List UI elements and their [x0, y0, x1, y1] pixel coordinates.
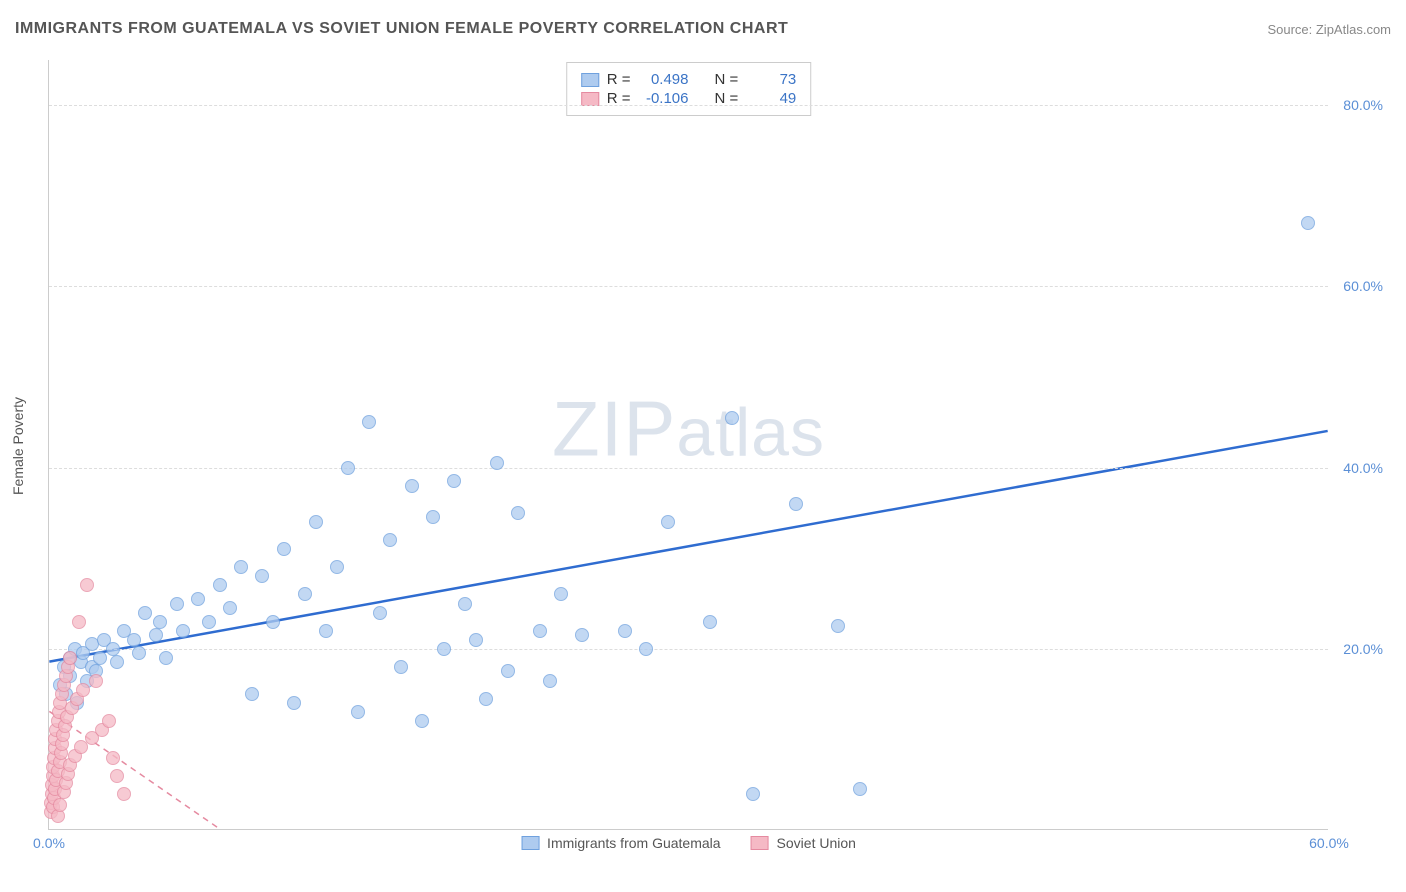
data-point — [447, 474, 461, 488]
y-axis-label: Female Poverty — [10, 397, 26, 495]
data-point — [89, 674, 103, 688]
data-point — [255, 569, 269, 583]
data-point — [159, 651, 173, 665]
data-point — [746, 787, 760, 801]
legend-swatch — [521, 836, 539, 850]
data-point — [102, 714, 116, 728]
trend-line — [49, 431, 1327, 662]
data-point — [501, 664, 515, 678]
trend-lines — [49, 60, 1328, 829]
legend-label: Immigrants from Guatemala — [547, 835, 721, 851]
y-tick-label: 20.0% — [1333, 641, 1383, 657]
scatter-chart: ZIPatlas R =0.498N =73R =-0.106N =49 Imm… — [48, 60, 1328, 830]
data-point — [309, 515, 323, 529]
data-point — [191, 592, 205, 606]
legend: Immigrants from Guatemala Soviet Union — [521, 835, 856, 851]
data-point — [831, 619, 845, 633]
y-tick-label: 60.0% — [1333, 278, 1383, 294]
data-point — [245, 687, 259, 701]
y-tick-label: 80.0% — [1333, 97, 1383, 113]
data-point — [176, 624, 190, 638]
correlation-stats-box: R =0.498N =73R =-0.106N =49 — [566, 62, 812, 116]
data-point — [72, 615, 86, 629]
chart-title: IMMIGRANTS FROM GUATEMALA VS SOVIET UNIO… — [15, 20, 788, 38]
data-point — [298, 587, 312, 601]
data-point — [117, 787, 131, 801]
data-point — [469, 633, 483, 647]
data-point — [853, 782, 867, 796]
data-point — [789, 497, 803, 511]
data-point — [458, 597, 472, 611]
data-point — [661, 515, 675, 529]
data-point — [138, 606, 152, 620]
stats-row: R = 0.498 N = 73 — [581, 71, 797, 88]
data-point — [1301, 216, 1315, 230]
n-label: N = — [715, 71, 739, 88]
data-point — [106, 751, 120, 765]
data-point — [575, 628, 589, 642]
data-point — [511, 506, 525, 520]
data-point — [490, 456, 504, 470]
gridline-horizontal — [49, 468, 1328, 469]
x-tick-label: 60.0% — [1309, 835, 1349, 851]
data-point — [110, 769, 124, 783]
data-point — [362, 415, 376, 429]
data-point — [223, 601, 237, 615]
data-point — [277, 542, 291, 556]
data-point — [63, 651, 77, 665]
data-point — [383, 533, 397, 547]
legend-swatch — [751, 836, 769, 850]
data-point — [426, 510, 440, 524]
legend-item: Immigrants from Guatemala — [521, 835, 721, 851]
data-point — [330, 560, 344, 574]
data-point — [110, 655, 124, 669]
data-point — [639, 642, 653, 656]
series-swatch — [581, 73, 599, 87]
watermark: ZIPatlas — [552, 384, 825, 475]
data-point — [266, 615, 280, 629]
data-point — [554, 587, 568, 601]
data-point — [127, 633, 141, 647]
legend-item: Soviet Union — [751, 835, 856, 851]
data-point — [149, 628, 163, 642]
data-point — [93, 651, 107, 665]
r-label: R = — [607, 71, 631, 88]
data-point — [405, 479, 419, 493]
data-point — [437, 642, 451, 656]
data-point — [351, 705, 365, 719]
data-point — [703, 615, 717, 629]
data-point — [373, 606, 387, 620]
n-value: 73 — [746, 71, 796, 88]
data-point — [341, 461, 355, 475]
source-credit: Source: ZipAtlas.com — [1267, 22, 1391, 37]
data-point — [725, 411, 739, 425]
gridline-horizontal — [49, 105, 1328, 106]
x-tick-label: 0.0% — [33, 835, 65, 851]
gridline-horizontal — [49, 649, 1328, 650]
data-point — [618, 624, 632, 638]
data-point — [202, 615, 216, 629]
data-point — [415, 714, 429, 728]
data-point — [234, 560, 248, 574]
data-point — [479, 692, 493, 706]
data-point — [153, 615, 167, 629]
trend-line — [49, 711, 219, 829]
data-point — [170, 597, 184, 611]
gridline-horizontal — [49, 286, 1328, 287]
data-point — [543, 674, 557, 688]
data-point — [132, 646, 146, 660]
data-point — [287, 696, 301, 710]
y-tick-label: 40.0% — [1333, 460, 1383, 476]
legend-label: Soviet Union — [777, 835, 856, 851]
data-point — [76, 683, 90, 697]
series-swatch — [581, 92, 599, 106]
data-point — [533, 624, 547, 638]
data-point — [80, 578, 94, 592]
data-point — [394, 660, 408, 674]
data-point — [106, 642, 120, 656]
data-point — [53, 798, 67, 812]
data-point — [319, 624, 333, 638]
data-point — [213, 578, 227, 592]
r-value: 0.498 — [639, 71, 689, 88]
